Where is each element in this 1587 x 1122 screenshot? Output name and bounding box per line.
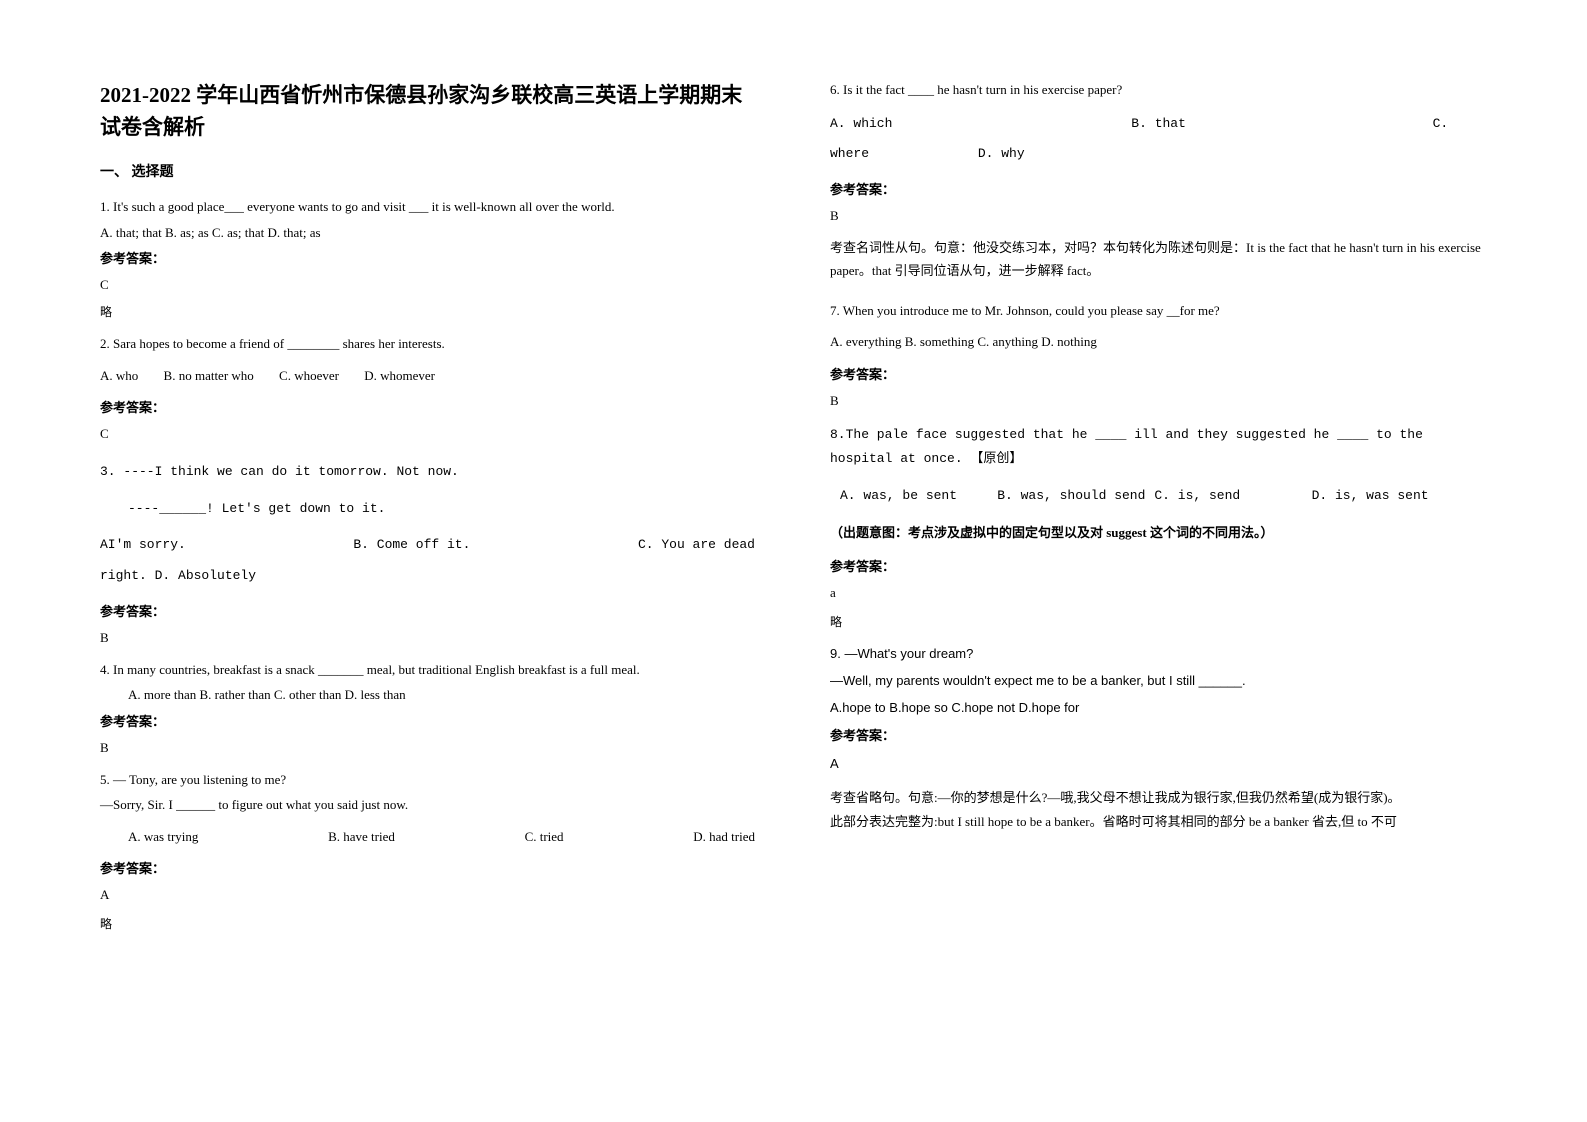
q9-explanation-1: 考查省略句。句意:—你的梦想是什么?—哦,我父母不想让我成为银行家,但我仍然希望… — [830, 786, 1485, 809]
q6-optA: A. which — [830, 112, 1131, 137]
question-2: 2. Sara hopes to become a friend of ____… — [100, 334, 755, 442]
q6-options-row2: where D. why — [830, 142, 1485, 167]
q8-intent: （出题意图：考点涉及虚拟中的固定句型以及对 suggest 这个词的不同用法。） — [830, 521, 1485, 544]
q3-stem2: ----______! Let's get down to it. — [100, 497, 755, 522]
q6-ref-ans-label: 参考答案： — [830, 179, 1485, 198]
q3-answer: B — [100, 630, 755, 646]
q2-stem: 2. Sara hopes to become a friend of ____… — [100, 334, 755, 354]
section-1-heading: 一、 选择题 — [100, 161, 755, 181]
q8-optC: C. is, send — [1154, 484, 1311, 509]
question-3: 3. ----I think we can do it tomorrow. No… — [100, 460, 755, 646]
q5-options: A. was trying B. have tried C. tried D. … — [100, 827, 755, 847]
q5-stem1: 5. — Tony, are you listening to me? — [100, 770, 755, 790]
question-8: 8.The pale face suggested that he ____ i… — [830, 423, 1485, 630]
q2-answer: C — [100, 426, 755, 442]
q6-answer: B — [830, 208, 1485, 224]
q9-ref-ans-label: 参考答案： — [830, 725, 1485, 744]
q2-optC: C. whoever — [279, 368, 339, 383]
q6-optB: B. that — [1131, 112, 1432, 137]
q2-optA: A. who — [100, 368, 138, 383]
page-right: 6. Is it the fact ____ he hasn't turn in… — [830, 80, 1485, 847]
q9-answer: A — [830, 754, 1485, 775]
q3-options-row2: right. D. Absolutely — [100, 564, 755, 589]
q5-answer: A — [100, 887, 755, 903]
q3-options-row1: AI'm sorry. B. Come off it. C. You are d… — [100, 533, 755, 558]
q8-options: A. was, be sent B. was, should send C. i… — [830, 484, 1485, 509]
q7-stem: 7. When you introduce me to Mr. Johnson,… — [830, 301, 1485, 321]
q9-stem2: —Well, my parents wouldn't expect me to … — [830, 671, 1485, 692]
q2-optD: D. whomever — [364, 368, 435, 383]
q3-ref-ans-label: 参考答案： — [100, 601, 755, 620]
q5-optB: B. have tried — [328, 827, 395, 847]
q6-optD: D. why — [978, 146, 1025, 161]
q1-answer: C — [100, 277, 755, 293]
q8-skip: 略 — [830, 613, 1485, 630]
q2-options: A. who B. no matter who C. whoever D. wh… — [100, 366, 755, 386]
question-6: 6. Is it the fact ____ he hasn't turn in… — [830, 80, 1485, 283]
q1-skip: 略 — [100, 303, 755, 320]
q8-optA: A. was, be sent — [840, 484, 997, 509]
q3-optA: AI'm sorry. — [100, 533, 186, 558]
q9-options: A.hope to B.hope so C.hope not D.hope fo… — [830, 698, 1485, 719]
q4-ref-ans-label: 参考答案： — [100, 711, 755, 730]
q4-stem: 4. In many countries, breakfast is a sna… — [100, 660, 755, 680]
q6-optC-word: where — [830, 142, 970, 167]
q5-optC: C. tried — [525, 827, 564, 847]
question-7: 7. When you introduce me to Mr. Johnson,… — [830, 301, 1485, 409]
question-4: 4. In many countries, breakfast is a sna… — [100, 660, 755, 756]
page-left: 2021-2022 学年山西省忻州市保德县孙家沟乡联校高三英语上学期期末试卷含解… — [100, 80, 755, 946]
q6-options-row1: A. which B. that C. — [830, 112, 1485, 137]
q7-ref-ans-label: 参考答案： — [830, 364, 1485, 383]
q8-ref-ans-label: 参考答案： — [830, 556, 1485, 575]
q9-explanation-2: 此部分表达完整为:but I still hope to be a banker… — [830, 810, 1485, 833]
q4-options: A. more than B. rather than C. other tha… — [100, 685, 755, 705]
q8-stem: 8.The pale face suggested that he ____ i… — [830, 423, 1485, 472]
q1-ref-ans-label: 参考答案： — [100, 248, 755, 267]
q5-optD: D. had tried — [693, 827, 755, 847]
q7-answer: B — [830, 393, 1485, 409]
q3-optB: B. Come off it. — [353, 533, 470, 558]
q5-ref-ans-label: 参考答案： — [100, 858, 755, 877]
q5-skip: 略 — [100, 915, 755, 932]
question-9: 9. —What's your dream? —Well, my parents… — [830, 644, 1485, 833]
q8-optB: B. was, should send — [997, 484, 1154, 509]
question-5: 5. — Tony, are you listening to me? —Sor… — [100, 770, 755, 933]
doc-title: 2021-2022 学年山西省忻州市保德县孙家沟乡联校高三英语上学期期末试卷含解… — [100, 80, 755, 143]
q3-optC: C. You are dead — [638, 533, 755, 558]
q9-stem1: 9. —What's your dream? — [830, 644, 1485, 665]
q2-optB: B. no matter who — [164, 368, 254, 383]
q8-answer: a — [830, 585, 1485, 601]
q3-stem1: 3. ----I think we can do it tomorrow. No… — [100, 460, 755, 485]
q6-stem: 6. Is it the fact ____ he hasn't turn in… — [830, 80, 1485, 100]
q6-explanation: 考查名词性从句。句意：他没交练习本，对吗？本句转化为陈述句则是：It is th… — [830, 236, 1485, 283]
q1-stem: 1. It's such a good place___ everyone wa… — [100, 197, 755, 217]
q6-optC: C. — [1433, 112, 1449, 137]
q8-optD: D. is, was sent — [1312, 484, 1469, 509]
q5-stem2: —Sorry, Sir. I ______ to figure out what… — [100, 795, 755, 815]
question-1: 1. It's such a good place___ everyone wa… — [100, 197, 755, 320]
q5-optA: A. was trying — [128, 827, 198, 847]
q2-ref-ans-label: 参考答案： — [100, 397, 755, 416]
q1-options: A. that; that B. as; as C. as; that D. t… — [100, 223, 755, 243]
q7-options: A. everything B. something C. anything D… — [830, 332, 1485, 352]
q4-answer: B — [100, 740, 755, 756]
